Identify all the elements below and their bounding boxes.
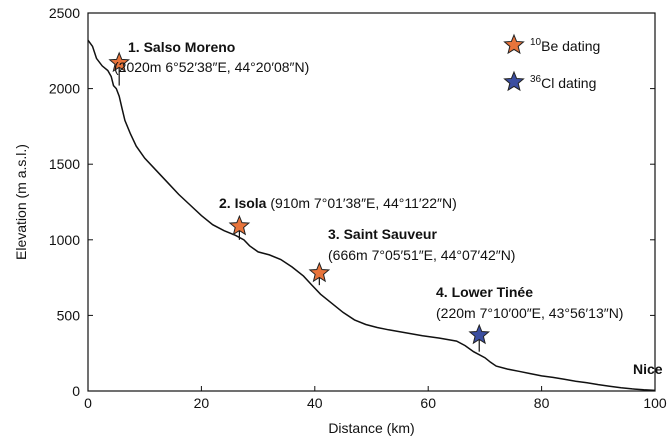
y-tick-label: 1000 bbox=[49, 232, 80, 248]
legend-text: Cl dating bbox=[541, 75, 596, 91]
site-star-marker bbox=[468, 323, 491, 345]
y-tick-label: 2000 bbox=[49, 81, 80, 97]
site-name: 3. Saint Sauveur bbox=[328, 226, 437, 242]
x-tick-label: 0 bbox=[84, 395, 92, 411]
x-tick-label: 80 bbox=[534, 395, 550, 411]
y-tick-label: 2500 bbox=[49, 5, 80, 21]
site-1: 1. Salso Moreno (2020m 6°52′38″E, 44°20′0… bbox=[108, 39, 309, 86]
legend-label: 10Be dating bbox=[530, 37, 600, 54]
x-tick-label: 60 bbox=[420, 395, 436, 411]
y-tick-label: 1500 bbox=[49, 156, 80, 172]
x-tick-label: 20 bbox=[194, 395, 210, 411]
y-axis-title: Elevation (m a.s.l.) bbox=[13, 144, 29, 260]
elevation-profile-line bbox=[87, 39, 656, 392]
legend-star-icon bbox=[503, 70, 525, 92]
legend-item-2: 36Cl dating bbox=[503, 70, 596, 92]
site-3: 3. Saint Sauveur (666m 7°05′51″E, 44°07′4… bbox=[308, 226, 515, 286]
plot-frame bbox=[87, 12, 656, 392]
site-4: 4. Lower Tinée (220m 7°10′00″E, 43°56′13″… bbox=[436, 284, 623, 352]
x-tick-label: 100 bbox=[643, 395, 667, 411]
x-axis-title: Distance (km) bbox=[328, 420, 414, 436]
site-star-marker bbox=[228, 214, 251, 236]
nice-end-label: Nice bbox=[633, 361, 663, 377]
x-tick-label: 40 bbox=[307, 395, 323, 411]
site-label: 2. Isola (910m 7°01′38″E, 44°11′22″N) bbox=[219, 195, 457, 211]
site-star-marker bbox=[108, 51, 130, 73]
legend-item-1: 10Be dating bbox=[503, 33, 600, 55]
y-tick-label: 500 bbox=[57, 307, 81, 323]
site-detail: (220m 7°10′00″E, 43°56′13″N) bbox=[436, 305, 623, 321]
site-name: 1. Salso Moreno bbox=[128, 39, 235, 55]
legend-star-icon bbox=[503, 33, 525, 55]
legend-label: 36Cl dating bbox=[530, 74, 596, 91]
y-tick-label: 0 bbox=[72, 383, 80, 399]
site-detail: (666m 7°05′51″E, 44°07′42″N) bbox=[328, 247, 515, 263]
site-name: 4. Lower Tinée bbox=[436, 284, 533, 300]
site-star-marker bbox=[308, 261, 331, 283]
site-detail: (2020m 6°52′38″E, 44°20′08″N) bbox=[114, 59, 309, 75]
site-markers: 1. Salso Moreno (2020m 6°52′38″E, 44°20′0… bbox=[108, 39, 623, 352]
legend-text: Be dating bbox=[541, 38, 600, 54]
site-name: 2. Isola bbox=[219, 195, 267, 211]
site-2: 2. Isola (910m 7°01′38″E, 44°11′22″N) bbox=[219, 195, 457, 240]
legend: 10Be dating 36Cl dating bbox=[503, 33, 600, 92]
legend-isotope: 10 bbox=[530, 37, 542, 48]
site-detail: (910m 7°01′38″E, 44°11′22″N) bbox=[266, 195, 456, 211]
legend-isotope: 36 bbox=[530, 74, 542, 85]
